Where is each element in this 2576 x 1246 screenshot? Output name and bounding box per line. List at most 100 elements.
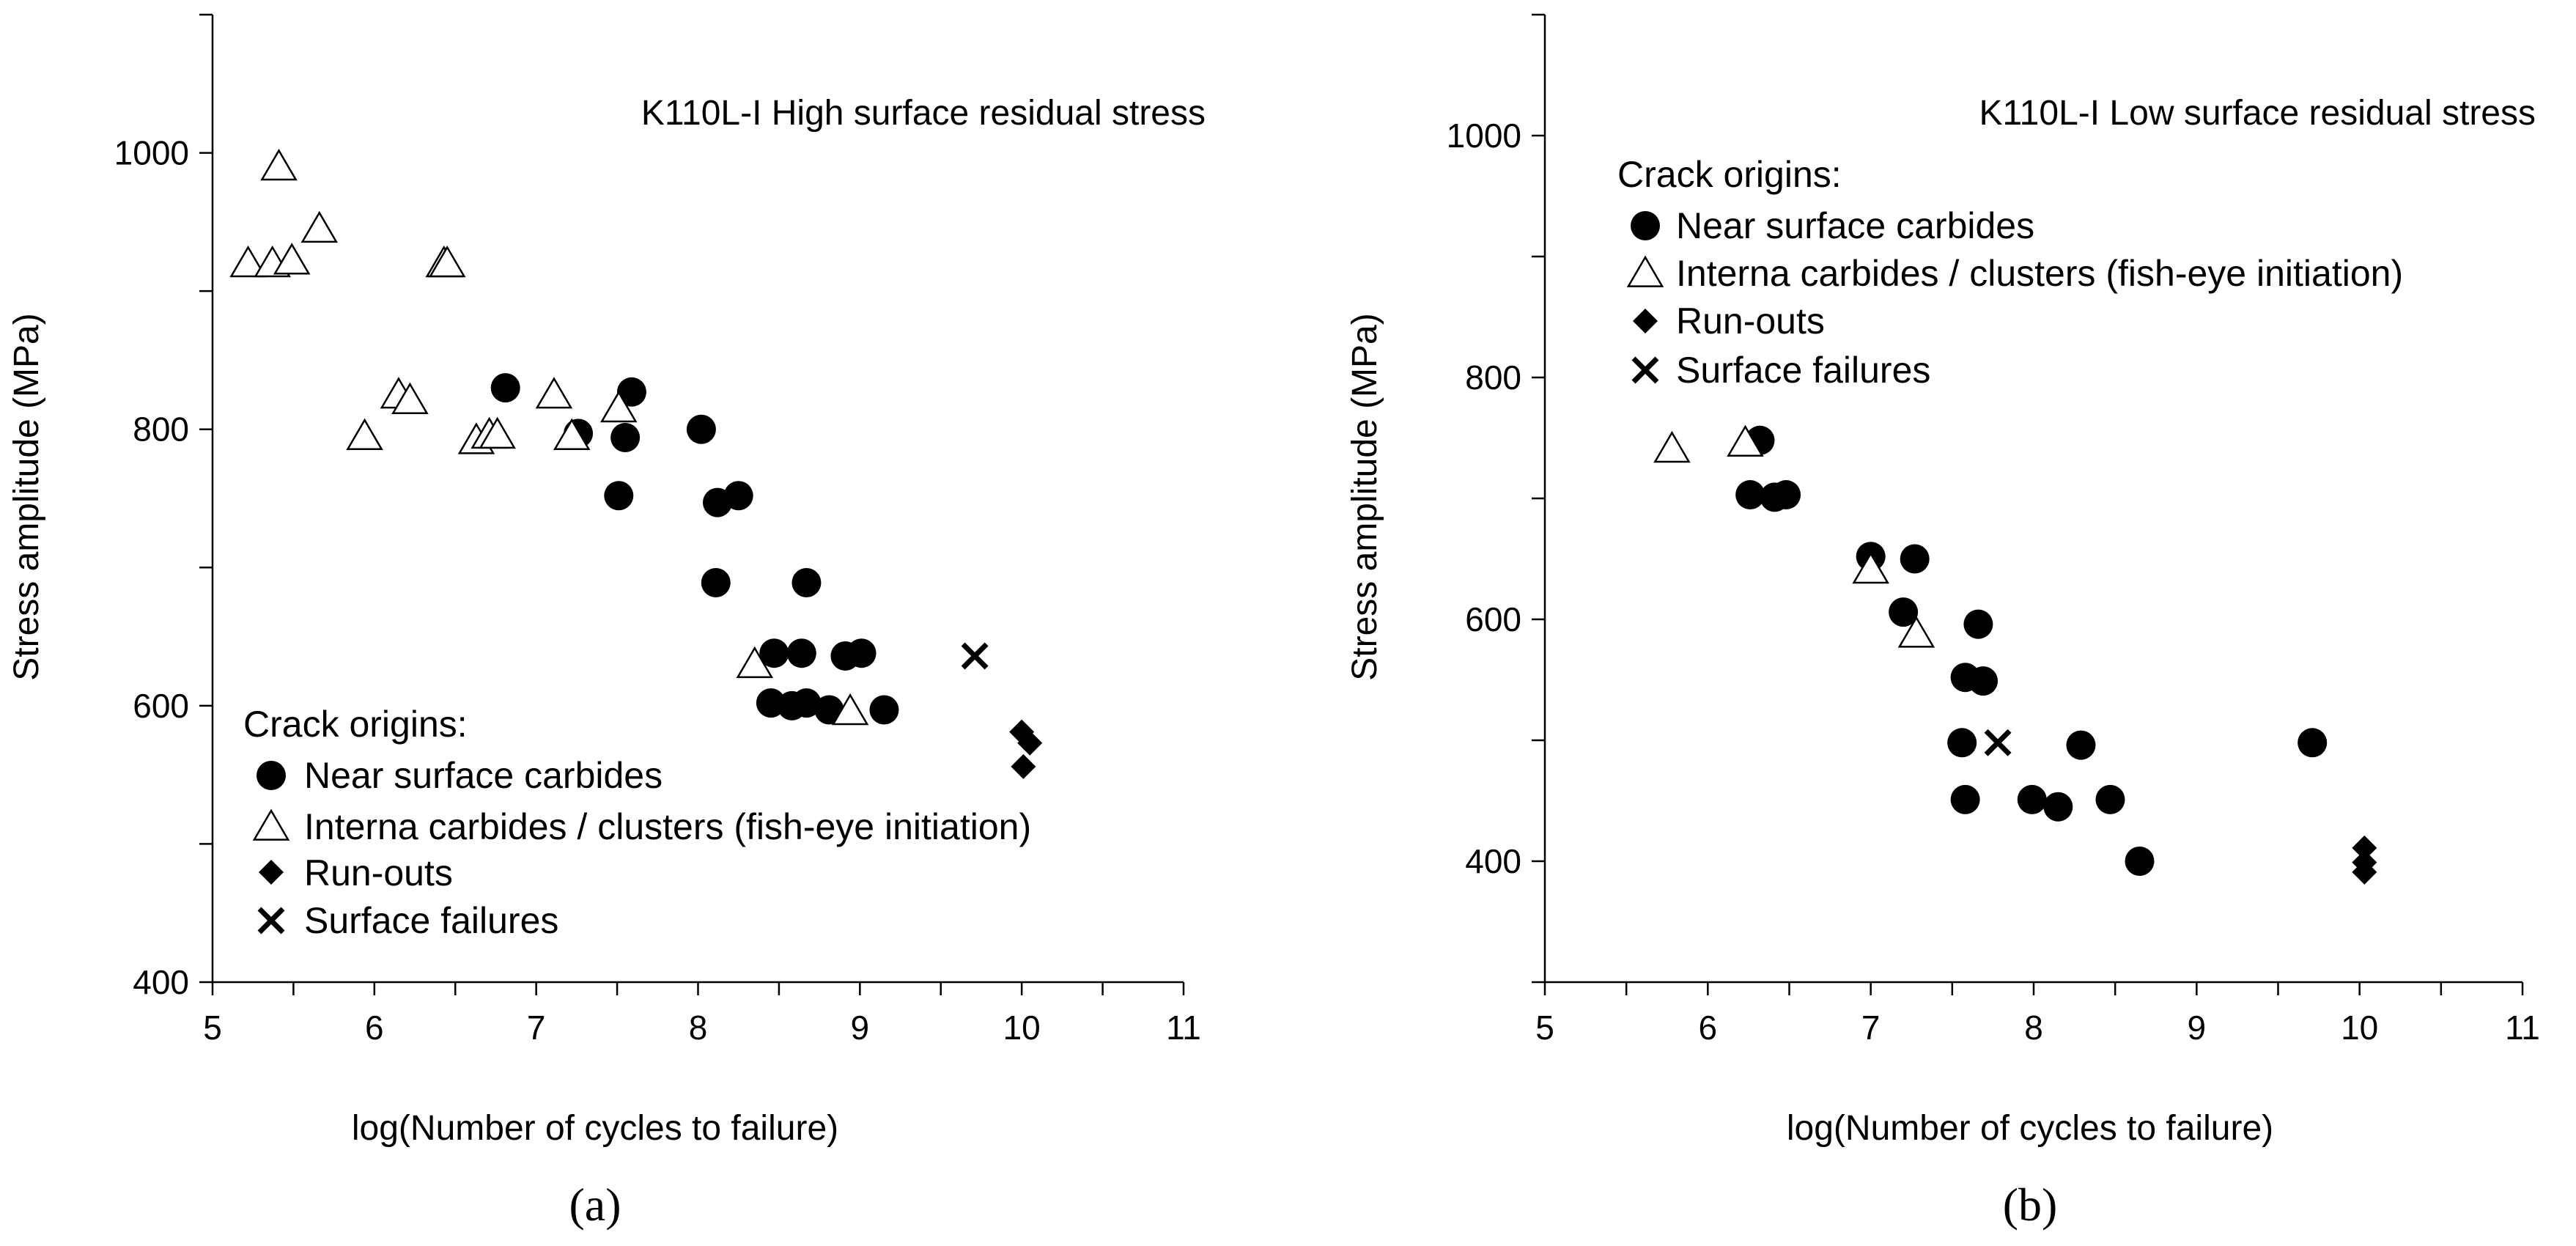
data-point-circle — [1950, 784, 1980, 814]
data-point-triangle — [273, 243, 311, 275]
x-tick-label: 10 — [1003, 1009, 1041, 1047]
legend-marker-diamond-a — [259, 860, 284, 885]
x-tick-label: 6 — [1699, 1009, 1718, 1047]
legend-title-b: Crack origins: — [1617, 154, 1842, 195]
data-point-triangle — [391, 382, 429, 414]
data-point-circle — [846, 638, 876, 668]
data-point-triangle — [600, 390, 638, 423]
y-tick-label: 800 — [133, 410, 189, 449]
legend-marker-cross-b — [1631, 356, 1659, 384]
data-point-circle — [1963, 609, 1993, 639]
x-axis-label-a: log(Number of cycles to failure) — [352, 1109, 838, 1148]
legend-marker-diamond-b — [1633, 309, 1658, 333]
legend-marker-triangle-b — [1626, 255, 1664, 287]
data-point-circle — [2066, 730, 2096, 760]
data-markers-a — [229, 148, 1043, 779]
data-point-cross — [1984, 729, 2012, 756]
panel-caption-b: (b) — [2003, 1179, 2058, 1231]
data-point-circle — [786, 638, 816, 668]
data-point-circle — [1889, 597, 1919, 627]
data-point-circle — [2298, 728, 2328, 758]
data-point-cross — [961, 642, 989, 670]
data-point-diamond — [1017, 730, 1043, 756]
data-point-diamond — [2352, 835, 2377, 860]
x-tick-label: 5 — [203, 1009, 222, 1047]
legend-marker-circle-a — [257, 761, 286, 790]
chart-panel-a: 400 600 800 1000 5 6 7 8 9 10 11 K110L-I High surf… — [7, 13, 1206, 1231]
data-point-triangle — [300, 210, 339, 243]
axes-b: 400 600 800 1000 5 6 7 8 9 10 11 — [1447, 13, 2540, 1047]
x-tick-label: 8 — [689, 1009, 708, 1047]
data-point-circle — [2095, 784, 2125, 814]
legend-label-circle-a: Near surface carbides — [304, 755, 663, 796]
data-point-circle — [686, 414, 716, 444]
panel-caption-a: (a) — [569, 1179, 621, 1231]
legend-a: Crack origins: Near surface carbides Int… — [243, 704, 1031, 941]
legend-symbol-diamond — [1633, 309, 1658, 333]
data-point-triangle — [535, 377, 573, 409]
x-tick-label: 7 — [1861, 1009, 1881, 1047]
x-tick-label: 9 — [2188, 1009, 2207, 1047]
data-point-diamond — [2352, 859, 2377, 885]
y-axis-label-b: Stress amplitude (MPa) — [1346, 313, 1384, 681]
axes-a: 400 600 800 1000 5 6 7 8 9 10 11 — [114, 13, 1201, 1047]
legend-label-circle-b: Near surface carbides — [1676, 205, 2034, 246]
legend-label-cross-b: Surface failures — [1676, 350, 1930, 391]
legend-symbol-cross — [1631, 356, 1659, 384]
x-tick-label: 7 — [527, 1009, 546, 1047]
data-point-circle — [723, 481, 753, 511]
data-point-triangle — [479, 416, 516, 449]
legend-label-diamond-a: Run-outs — [304, 852, 453, 893]
chart-panel-b: 400 600 800 1000 5 6 7 8 9 10 11 K110L-I Low surfa… — [1346, 13, 2540, 1231]
legend-marker-cross-a — [257, 907, 285, 934]
data-point-circle — [490, 373, 520, 403]
x-tick-label: 11 — [1166, 1009, 1201, 1047]
legend-label-triangle-a: Interna carbides / clusters (fish-eye in… — [304, 806, 1031, 847]
data-point-circle — [1771, 480, 1801, 510]
y-tick-label: 800 — [1465, 358, 1521, 397]
legend-title-a: Crack origins: — [243, 704, 468, 745]
legend-symbol-circle — [257, 761, 286, 790]
x-tick-label: 10 — [2341, 1009, 2378, 1047]
data-point-circle — [1900, 544, 1930, 574]
legend-marker-triangle-a — [252, 808, 290, 841]
y-tick-label: 400 — [133, 963, 189, 1001]
data-point-circle — [759, 638, 789, 668]
y-tick-label: 600 — [133, 687, 189, 725]
data-point-circle — [610, 423, 641, 453]
chart-title-a: K110L-I High surface residual stress — [641, 94, 1206, 133]
data-point-diamond — [1011, 753, 1036, 779]
legend-label-cross-a: Surface failures — [304, 900, 558, 941]
x-axis-label-b: log(Number of cycles to failure) — [1787, 1109, 2273, 1148]
data-point-triangle — [346, 418, 383, 450]
data-point-triangle — [229, 245, 267, 278]
y-tick-label: 600 — [1465, 600, 1521, 638]
data-point-circle — [791, 688, 822, 718]
legend-symbol-cross — [257, 907, 285, 934]
data-point-triangle — [1897, 616, 1935, 648]
data-point-circle — [701, 568, 731, 598]
legend-label-triangle-b: Interna carbides / clusters (fish-eye in… — [1676, 253, 2403, 294]
data-point-circle — [2043, 792, 2073, 822]
y-tick-label: 1000 — [114, 134, 189, 172]
data-point-triangle — [553, 418, 591, 450]
data-point-circle — [791, 568, 822, 598]
legend-symbol-circle — [1631, 211, 1660, 240]
data-point-circle — [604, 481, 634, 511]
data-markers-b — [1653, 424, 2377, 885]
data-point-circle — [1968, 666, 1999, 696]
data-point-circle — [616, 377, 646, 407]
x-tick-label: 5 — [1535, 1009, 1554, 1047]
legend-b: Crack origins: Near surface carbides Int… — [1617, 154, 2403, 391]
data-point-circle — [1735, 480, 1765, 510]
x-tick-label: 9 — [851, 1009, 870, 1047]
data-point-circle — [2125, 847, 2155, 876]
legend-marker-circle-b — [1631, 211, 1660, 240]
y-tick-label: 1000 — [1447, 117, 1521, 155]
data-point-triangle — [736, 646, 774, 679]
data-point-triangle — [1852, 551, 1889, 584]
y-axis-label-a: Stress amplitude (MPa) — [7, 313, 46, 681]
legend-symbol-triangle — [1626, 255, 1664, 287]
legend-label-diamond-b: Run-outs — [1676, 301, 1825, 342]
